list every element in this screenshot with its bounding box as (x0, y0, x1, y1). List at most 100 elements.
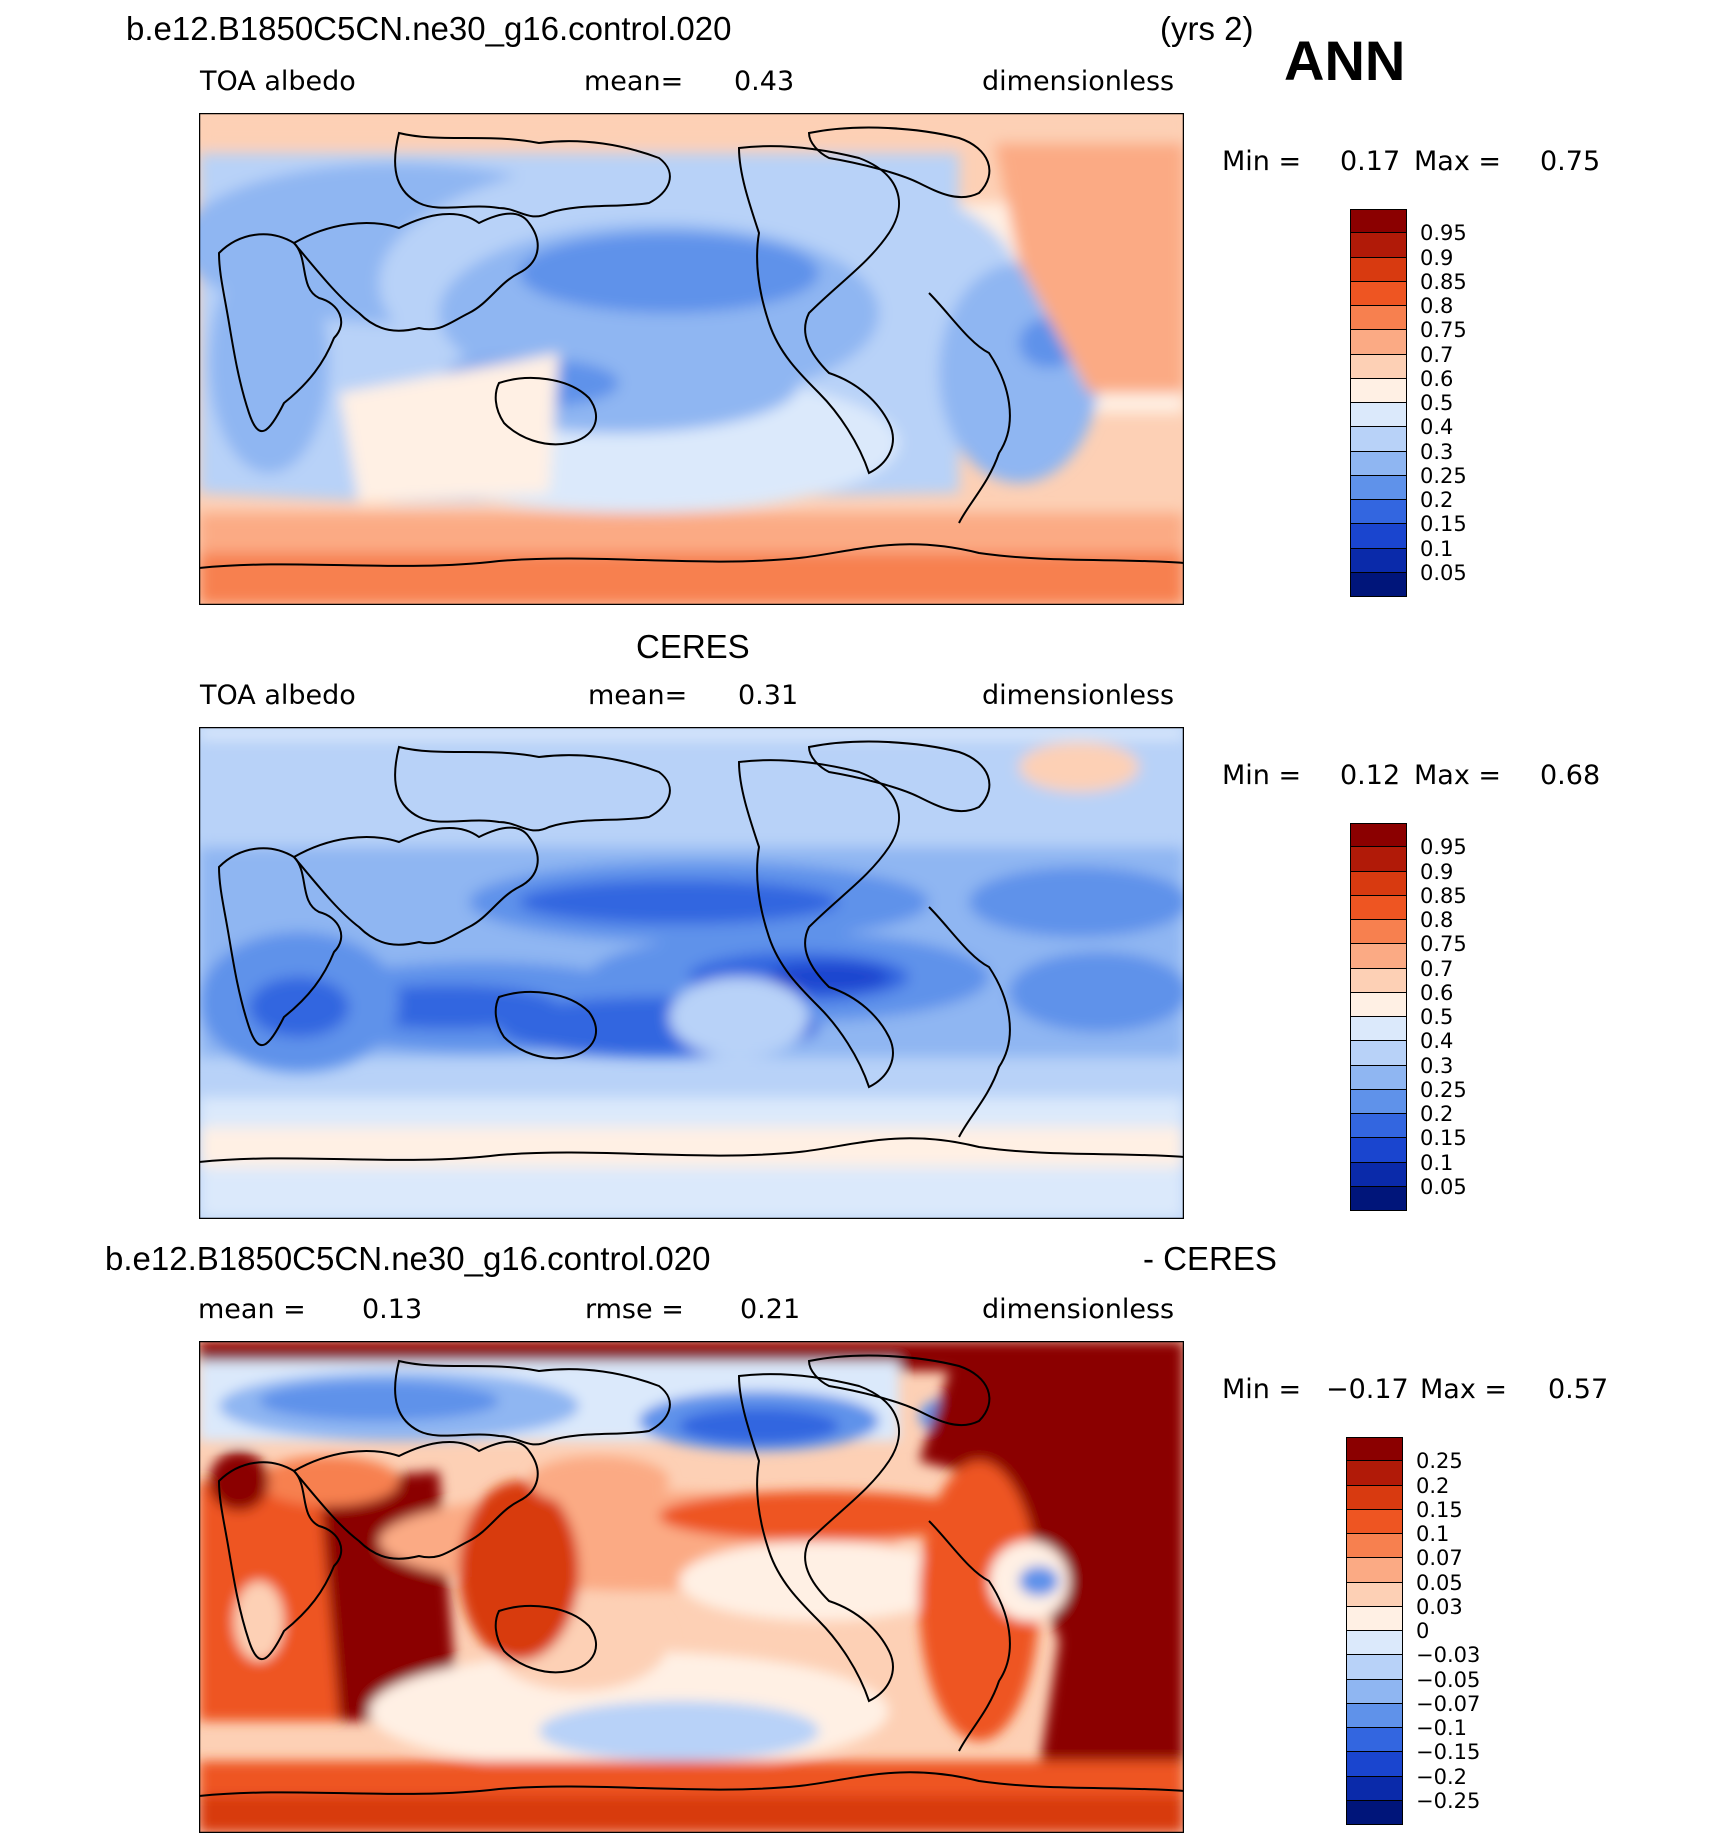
panel3-mean-value: 0.13 (362, 1294, 423, 1325)
colorbar-tick-label: 0.7 (1420, 956, 1454, 981)
panel3-max-label: Max = (1420, 1374, 1508, 1405)
colorbar-frame (1350, 209, 1407, 597)
panel2-mean-label: mean= (588, 680, 688, 711)
colorbar-segment (1350, 1162, 1407, 1187)
panel1-min-value: 0.17 (1340, 146, 1401, 177)
colorbar-segment (1350, 1017, 1407, 1042)
panel2-min-value: 0.12 (1340, 760, 1401, 791)
colorbar-segment (1346, 1679, 1403, 1704)
colorbar-segment (1350, 427, 1407, 452)
panel2-max-label: Max = (1414, 760, 1502, 791)
colorbar-tick-label: 0.3 (1420, 439, 1454, 464)
colorbar-segment (1350, 847, 1407, 872)
colorbar-tick-label: 0.15 (1420, 1126, 1467, 1151)
colorbar-tick-label: 0.75 (1420, 932, 1467, 957)
colorbar-segment (1350, 354, 1407, 379)
panel1-colorbar (1350, 209, 1407, 597)
panel3-title-right: - CERES (1143, 1240, 1277, 1277)
colorbar-tick-label: 0.07 (1416, 1546, 1463, 1571)
colorbar-segment (1346, 1703, 1403, 1728)
colorbar-tick-label: 0.03 (1416, 1594, 1463, 1619)
colorbar-tick-label: −0.25 (1416, 1788, 1481, 1813)
panel3-map (199, 1341, 1184, 1833)
colorbar-segment (1346, 1534, 1403, 1559)
colorbar-segment (1350, 1065, 1407, 1090)
years-label: (yrs 2) (1160, 10, 1254, 47)
colorbar-tick-label: 0.5 (1420, 1005, 1454, 1029)
panel2-map (199, 727, 1184, 1219)
colorbar-tick-label: 0.8 (1420, 908, 1454, 932)
panel3-mean-label: mean = (198, 1294, 306, 1325)
colorbar-segment (1350, 944, 1407, 969)
colorbar-tick-label: 0.7 (1420, 342, 1454, 367)
colorbar-tick-label: 0.9 (1420, 245, 1454, 270)
colorbar-tick-label: 0 (1416, 1619, 1430, 1643)
colorbar-tick-label: −0.07 (1416, 1691, 1481, 1716)
colorbar-tick-label: 0.95 (1420, 221, 1467, 246)
colorbar-tick-label: 0.15 (1420, 512, 1467, 537)
colorbar-segment (1350, 1114, 1407, 1139)
colorbar-segment (1350, 281, 1407, 306)
colorbar-tick-label: 0.95 (1420, 835, 1467, 860)
panel3-colorbar (1346, 1437, 1403, 1825)
colorbar-tick-label: 0.2 (1416, 1473, 1450, 1498)
colorbar-segment (1350, 1041, 1407, 1066)
panel3-min-label: Min = (1222, 1374, 1302, 1405)
colorbar-tick-label: 0.1 (1420, 536, 1454, 561)
colorbar-segment (1350, 524, 1407, 549)
panel3-rmse-value: 0.21 (740, 1294, 801, 1325)
colorbar-segment (1350, 823, 1407, 848)
panel2-min-label: Min = (1222, 760, 1302, 791)
colorbar-segment (1346, 1461, 1403, 1486)
colorbar-tick-label: 0.15 (1416, 1497, 1463, 1522)
panel3-max-value: 0.57 (1548, 1374, 1609, 1405)
colorbar-tick-label: 0.75 (1420, 318, 1467, 343)
colorbar-segment (1346, 1582, 1403, 1607)
colorbar-segment (1350, 1138, 1407, 1163)
panel3-title-left: b.e12.B1850C5CN.ne30_g16.control.020 (105, 1240, 711, 1277)
colorbar-tick-label: 0.3 (1420, 1053, 1454, 1078)
colorbar-tick-label: −0.1 (1416, 1716, 1467, 1740)
colorbar-segment (1350, 306, 1407, 331)
panel1-min-label: Min = (1222, 146, 1302, 177)
panel2-mean-value: 0.31 (738, 680, 799, 711)
colorbar-segment (1346, 1509, 1403, 1534)
colorbar-segment (1346, 1631, 1403, 1656)
panel1-max-label: Max = (1414, 146, 1502, 177)
colorbar-frame (1346, 1437, 1403, 1825)
colorbar-tick-label: 0.2 (1420, 488, 1454, 512)
colorbar-tick-label: −0.2 (1416, 1764, 1467, 1789)
colorbar-segment (1350, 572, 1407, 597)
colorbar-segment (1350, 1089, 1407, 1114)
colorbar-tick-label: 0.25 (1420, 463, 1467, 488)
panel1-mean-value: 0.43 (734, 66, 795, 97)
colorbar-tick-label: 0.25 (1420, 1077, 1467, 1102)
colorbar-tick-label: 0.1 (1416, 1522, 1450, 1546)
season-label: ANN (1284, 29, 1406, 92)
colorbar-segment (1346, 1437, 1403, 1462)
colorbar-tick-label: 0.9 (1420, 859, 1454, 884)
colorbar-tick-label: 0.6 (1420, 980, 1454, 1005)
colorbar-segment (1350, 475, 1407, 500)
panel2-variable: TOA albedo (200, 680, 356, 711)
colorbar-tick-label: 0.25 (1416, 1449, 1463, 1474)
panel3-rmse-label: rmse = (585, 1294, 684, 1325)
colorbar-segment (1350, 403, 1407, 428)
colorbar-segment (1350, 1186, 1407, 1211)
colorbar-segment (1350, 871, 1407, 896)
colorbar-tick-label: 0.1 (1420, 1150, 1454, 1175)
colorbar-tick-label: 0.4 (1420, 1029, 1454, 1054)
colorbar-segment (1346, 1752, 1403, 1777)
colorbar-segment (1346, 1728, 1403, 1753)
colorbar-segment (1350, 968, 1407, 993)
colorbar-tick-label: 0.6 (1420, 366, 1454, 391)
colorbar-segment (1346, 1485, 1403, 1510)
case-title: b.e12.B1850C5CN.ne30_g16.control.020 (126, 10, 732, 47)
colorbar-tick-label: 0.8 (1420, 294, 1454, 318)
colorbar-tick-label: −0.03 (1416, 1643, 1481, 1668)
colorbar-segment (1350, 378, 1407, 403)
colorbar-segment (1350, 330, 1407, 355)
colorbar-tick-label: 0.05 (1420, 1174, 1467, 1199)
colorbar-segment (1346, 1606, 1403, 1631)
panel3-units: dimensionless (982, 1294, 1175, 1325)
